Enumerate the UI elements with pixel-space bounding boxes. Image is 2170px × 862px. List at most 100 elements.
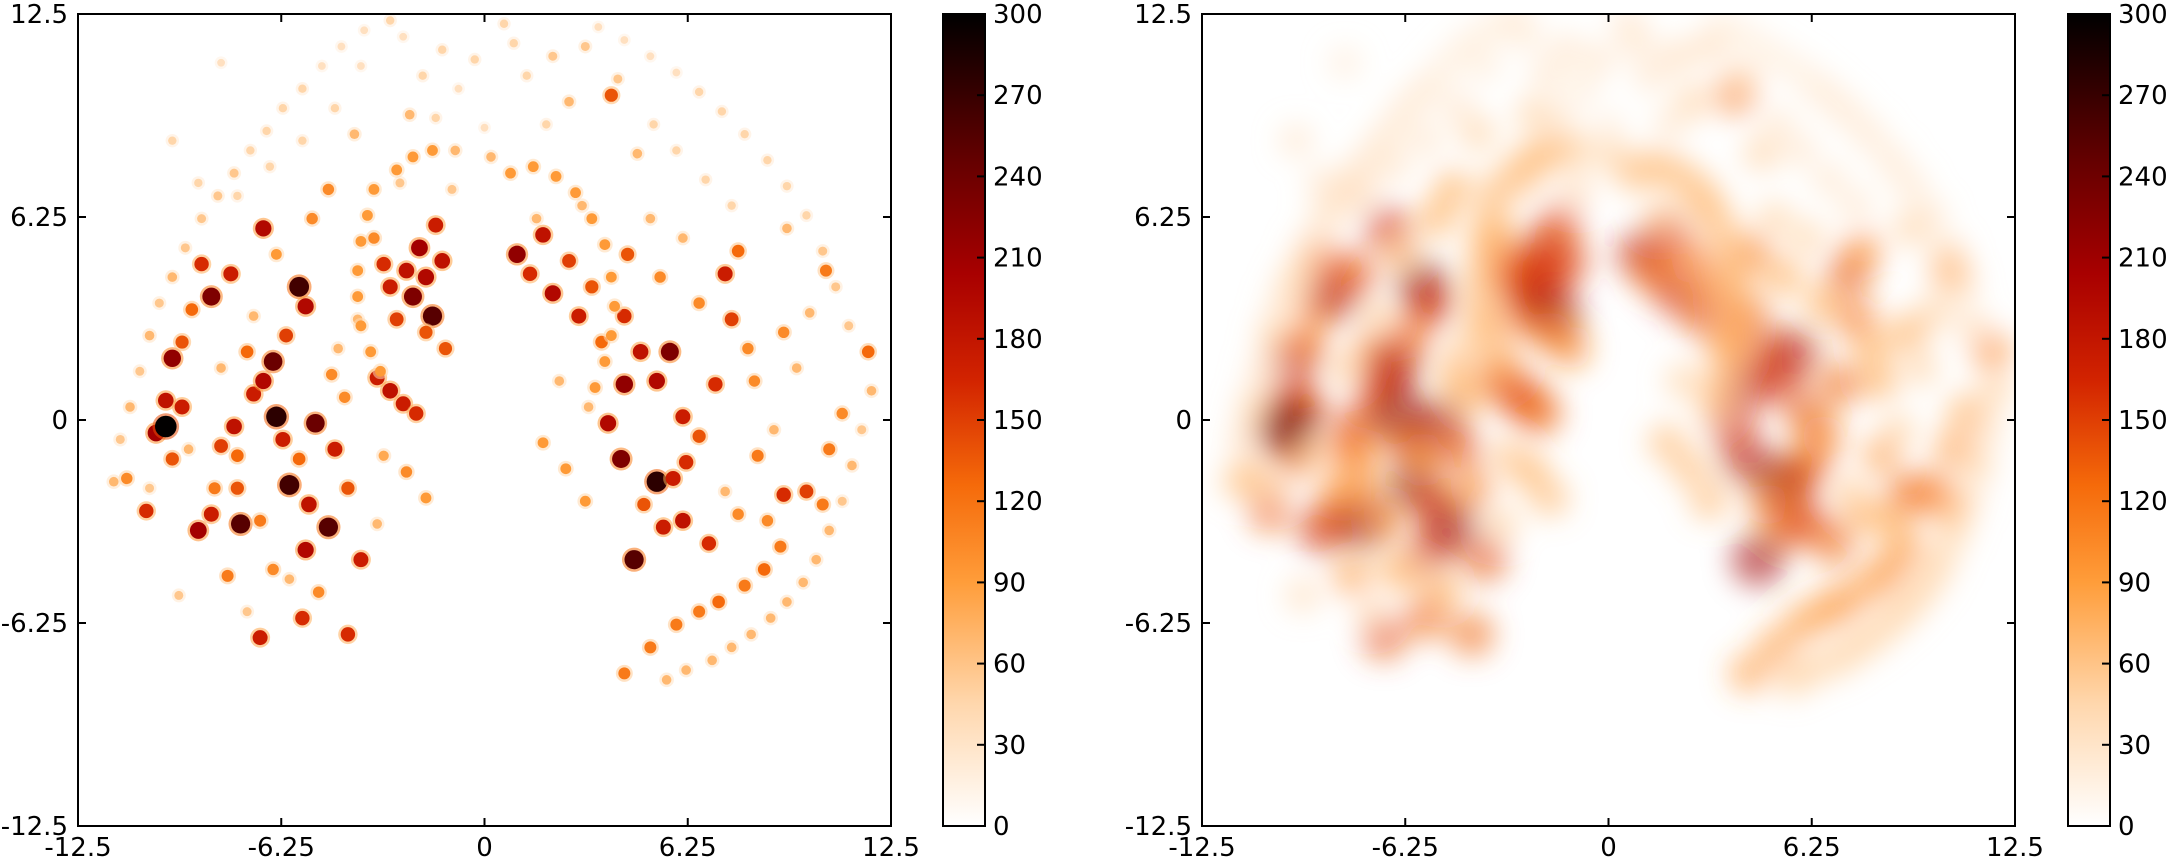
data-point bbox=[655, 519, 671, 535]
data-point bbox=[175, 335, 189, 349]
data-point bbox=[720, 486, 730, 497]
density-blob bbox=[1566, 72, 1599, 105]
data-point bbox=[167, 272, 178, 282]
data-point bbox=[145, 483, 155, 493]
data-point bbox=[675, 512, 691, 529]
data-point bbox=[298, 136, 307, 145]
data-point bbox=[231, 514, 251, 534]
density-blob bbox=[1841, 230, 1883, 272]
data-point bbox=[564, 96, 574, 107]
data-point bbox=[301, 496, 317, 513]
data-point bbox=[385, 16, 395, 25]
density-blob bbox=[1642, 201, 1679, 237]
density-blob bbox=[1977, 373, 2014, 409]
data-point bbox=[672, 146, 681, 155]
density-blob bbox=[1582, 43, 1616, 76]
data-point bbox=[605, 330, 617, 341]
data-point bbox=[782, 223, 792, 234]
data-point bbox=[542, 120, 551, 129]
density-blob bbox=[1724, 61, 1759, 96]
density-blob bbox=[1955, 308, 1990, 343]
data-point bbox=[594, 23, 603, 31]
y-axis-1: -12.5 -6.25 0 6.25 12.5 bbox=[1, 0, 891, 842]
data-point bbox=[318, 517, 339, 537]
colorbar-tick-label: 300 bbox=[993, 0, 1043, 30]
density-blob bbox=[1462, 277, 1501, 316]
data-point bbox=[570, 187, 581, 199]
density-blob bbox=[1839, 189, 1873, 223]
data-point bbox=[407, 151, 419, 163]
data-point bbox=[197, 214, 207, 224]
data-point bbox=[645, 213, 656, 224]
density-blob bbox=[1381, 235, 1420, 274]
data-point bbox=[139, 503, 154, 519]
data-point bbox=[712, 595, 725, 609]
data-point bbox=[337, 42, 346, 51]
data-point bbox=[544, 285, 561, 302]
data-point bbox=[284, 574, 295, 584]
data-point bbox=[632, 148, 643, 159]
density-blob bbox=[1246, 354, 1281, 389]
density-blob bbox=[1816, 361, 1862, 407]
data-point bbox=[701, 175, 710, 184]
data-point bbox=[661, 675, 672, 685]
data-point bbox=[678, 455, 694, 470]
density-blob bbox=[1653, 108, 1687, 141]
density-blob bbox=[1517, 391, 1563, 436]
density-blob bbox=[1472, 14, 1504, 47]
data-point bbox=[681, 665, 691, 675]
data-point bbox=[417, 268, 435, 286]
density-blob bbox=[1929, 234, 1964, 269]
density-blob bbox=[1374, 114, 1408, 148]
data-point bbox=[579, 495, 591, 507]
density-blob bbox=[1621, 26, 1655, 60]
density-blob bbox=[1732, 24, 1765, 56]
x-axis-1: -12.5 -6.25 0 6.25 12.5 bbox=[44, 14, 920, 862]
density-blob bbox=[1466, 222, 1504, 261]
x-tick-label: 12.5 bbox=[862, 833, 920, 858]
x-tick-label: -6.25 bbox=[248, 833, 315, 858]
y-tick-label: 12.5 bbox=[10, 0, 68, 30]
density-blob bbox=[1461, 536, 1508, 583]
density-blob bbox=[1810, 521, 1856, 566]
data-point bbox=[420, 492, 432, 504]
data-point bbox=[782, 597, 792, 607]
data-point bbox=[422, 306, 443, 326]
data-point bbox=[637, 497, 651, 512]
data-point bbox=[816, 498, 829, 511]
data-point bbox=[742, 342, 754, 355]
y-tick-label: 6.25 bbox=[10, 203, 68, 233]
data-point bbox=[660, 342, 679, 361]
data-point bbox=[774, 540, 787, 553]
data-point bbox=[155, 415, 177, 438]
density-blob bbox=[1284, 320, 1328, 364]
density-blob bbox=[1236, 389, 1272, 425]
density-blob bbox=[1872, 501, 1911, 541]
data-point bbox=[183, 444, 194, 455]
data-point bbox=[599, 415, 617, 432]
density-blob bbox=[1648, 423, 1686, 462]
density-marks-2 bbox=[1220, 14, 2014, 698]
data-point bbox=[349, 129, 360, 139]
data-point bbox=[382, 382, 398, 399]
data-point bbox=[165, 452, 179, 466]
data-point bbox=[837, 496, 847, 506]
density-blob bbox=[1449, 30, 1482, 63]
density-blob bbox=[1813, 163, 1847, 197]
x-tick-label: -12.5 bbox=[1168, 833, 1235, 858]
density-blob bbox=[1516, 97, 1552, 133]
data-point bbox=[693, 297, 705, 309]
data-point bbox=[751, 449, 764, 462]
density-blob bbox=[1716, 258, 1755, 296]
data-point bbox=[535, 227, 551, 243]
data-point bbox=[254, 514, 267, 527]
colorbar-tick-label: 210 bbox=[2118, 244, 2168, 274]
data-point bbox=[447, 184, 457, 194]
data-point bbox=[527, 161, 539, 173]
data-point bbox=[399, 32, 408, 41]
chart-panel-2: -12.5 -6.25 0 6.25 12.5 -12.5-6.2506.2512.5 … bbox=[1125, 0, 2168, 862]
data-point bbox=[208, 482, 221, 495]
data-point bbox=[550, 171, 562, 182]
data-point bbox=[740, 129, 749, 139]
data-point bbox=[428, 217, 444, 233]
